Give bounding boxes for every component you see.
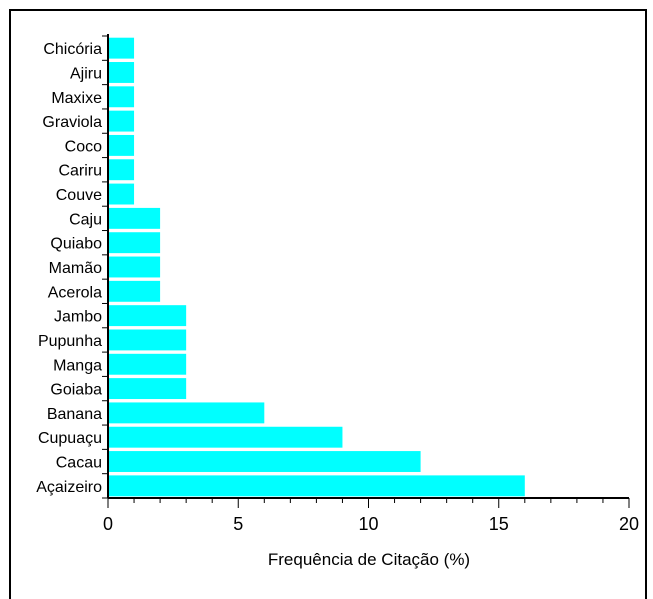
bars-group [108, 37, 525, 497]
y-tick-label: Maxixe [51, 90, 102, 107]
y-tick-label: Graviola [42, 114, 102, 131]
y-tick-label: Pupunha [38, 333, 102, 350]
x-tick-label: 20 [619, 514, 639, 534]
y-tick-label: Cupuaçu [38, 430, 102, 447]
x-tick-label: 5 [233, 514, 243, 534]
bar-caju [108, 207, 161, 229]
y-tick-label: Açaizeiro [36, 479, 102, 496]
x-tick-label: 15 [489, 514, 509, 534]
axes-group [102, 34, 630, 508]
bar-manga [108, 353, 187, 375]
bar-graviola [108, 110, 135, 132]
bar-pupunha [108, 329, 187, 351]
y-tick-label: Quiabo [50, 236, 102, 253]
bar-ajiru [108, 62, 135, 83]
y-tick-label: Banana [47, 406, 102, 423]
y-tick-label: Caju [69, 211, 102, 228]
bar-chicória [108, 37, 135, 59]
y-tick-label: Ajiru [70, 65, 102, 82]
x-tick-label: 10 [358, 514, 378, 534]
bar-açaizeiro [108, 475, 525, 497]
y-tick-label: Acerola [48, 284, 102, 301]
y-tick-label: Manga [53, 357, 102, 374]
bar-goiaba [108, 378, 187, 400]
y-tick-labels: Chicória Ajiru Maxixe Graviola Coco Cariru Cou… [36, 41, 102, 496]
x-tick-label: 0 [103, 514, 113, 534]
chart-frame [9, 9, 647, 599]
x-tick-labels: 0 5 10 15 20 [103, 514, 639, 534]
bar-cariru [108, 159, 135, 181]
y-tick-label: Cacau [56, 455, 102, 472]
bar-banana [108, 402, 265, 424]
bar-coco [108, 134, 135, 156]
bar-couve [108, 183, 135, 205]
y-tick-label: Chicória [43, 41, 102, 58]
y-tick-label: Goiaba [50, 382, 102, 399]
x-axis-title: Frequência de Citação (%) [268, 550, 470, 569]
bar-jambo [108, 305, 187, 327]
bar-maxixe [108, 86, 135, 108]
y-tick-label: Couve [56, 187, 102, 204]
y-tick-label: Mamão [49, 260, 102, 277]
bar-cupuaçu [108, 426, 343, 448]
y-tick-label: Jambo [54, 309, 102, 326]
bar-cacau [108, 451, 421, 472]
y-tick-label: Cariru [58, 163, 102, 180]
bar-mamão [108, 256, 161, 278]
y-tick-label: Coco [65, 138, 102, 155]
bar-quiabo [108, 232, 161, 254]
bar-acerola [108, 280, 161, 302]
